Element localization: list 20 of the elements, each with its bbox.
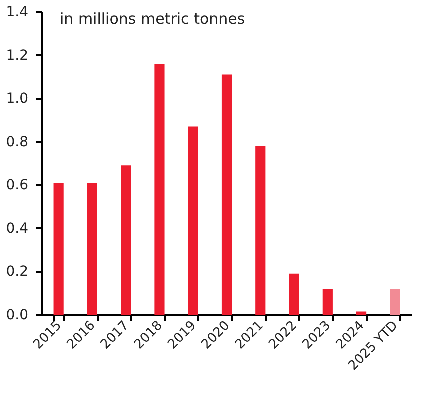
bar — [322, 289, 333, 315]
y-tick-label: 1.0 — [6, 91, 28, 108]
bar — [390, 289, 400, 315]
y-tick-label: 0.2 — [6, 264, 28, 280]
y-tick-label: 0.8 — [6, 134, 28, 150]
bar — [154, 64, 165, 315]
bar — [87, 182, 98, 315]
bar — [188, 126, 198, 315]
bar — [256, 146, 266, 315]
y-tick-label: 0.0 — [6, 308, 28, 324]
y-tick-label: 1.4 — [6, 4, 29, 20]
y-tick-label: 0.4 — [6, 220, 29, 237]
bar — [289, 274, 300, 315]
y-tick-label: 0.6 — [6, 178, 29, 194]
bar — [356, 312, 367, 315]
annotation: in millions metric tonnes — [60, 10, 246, 28]
bar — [54, 182, 64, 315]
bar — [121, 166, 132, 315]
bar — [222, 74, 232, 315]
y-tick-label: 1.2 — [6, 48, 28, 64]
